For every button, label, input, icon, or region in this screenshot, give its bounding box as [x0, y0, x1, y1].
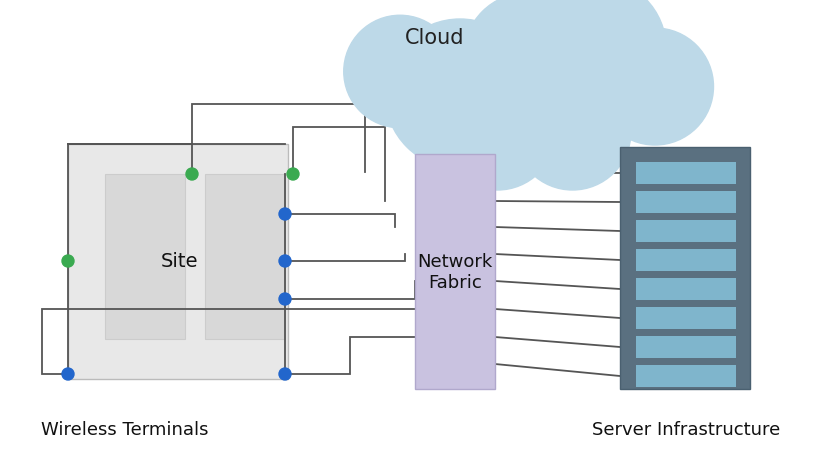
Circle shape — [595, 29, 713, 146]
Bar — [635, 278, 735, 300]
Bar — [205, 175, 284, 339]
Bar — [619, 148, 749, 389]
Text: Cloud: Cloud — [404, 28, 464, 48]
Circle shape — [62, 256, 74, 268]
Bar — [635, 192, 735, 213]
Bar — [635, 307, 735, 329]
Text: Wireless Terminals: Wireless Terminals — [41, 420, 208, 438]
Circle shape — [287, 169, 299, 181]
Bar — [414, 155, 495, 389]
Bar — [105, 175, 184, 339]
Circle shape — [343, 16, 456, 128]
Circle shape — [62, 368, 74, 380]
Circle shape — [463, 0, 590, 121]
Bar — [635, 250, 735, 271]
Circle shape — [523, 0, 666, 121]
Circle shape — [279, 208, 290, 220]
Text: Site: Site — [161, 252, 198, 271]
Circle shape — [438, 74, 555, 191]
Circle shape — [514, 74, 630, 191]
Circle shape — [279, 256, 290, 268]
Bar — [635, 163, 735, 185]
Bar — [68, 144, 288, 379]
Circle shape — [186, 169, 198, 181]
Circle shape — [279, 294, 290, 305]
Bar — [635, 365, 735, 387]
Circle shape — [279, 368, 290, 380]
Bar — [635, 336, 735, 358]
Text: Server Infrastructure: Server Infrastructure — [591, 420, 779, 438]
Bar — [635, 220, 735, 243]
Text: Network
Fabric: Network Fabric — [417, 252, 492, 291]
Circle shape — [385, 20, 534, 169]
